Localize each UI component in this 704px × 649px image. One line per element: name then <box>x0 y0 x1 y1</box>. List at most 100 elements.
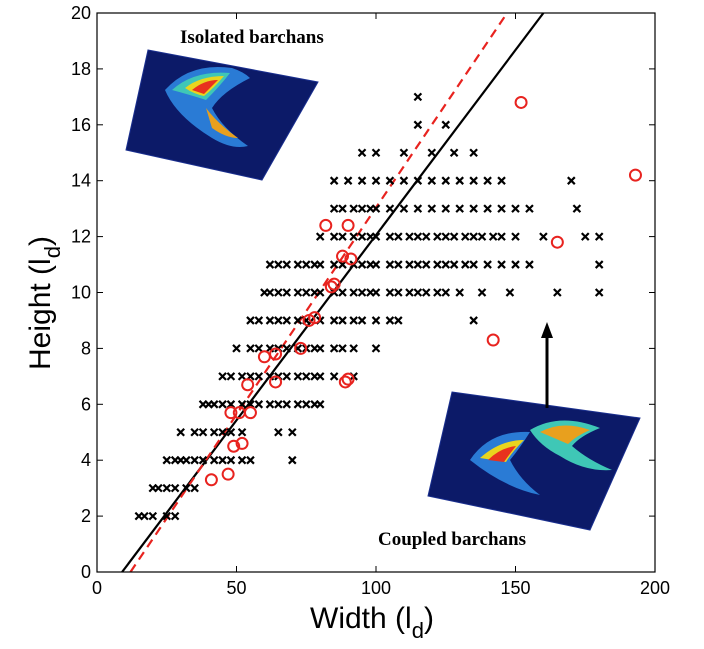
cross-point <box>433 288 442 297</box>
cross-point <box>170 511 180 521</box>
cross-point <box>455 288 464 297</box>
cross-point <box>385 316 395 325</box>
cross-point <box>274 260 283 269</box>
y-tick-label: 10 <box>71 283 91 303</box>
cross-point <box>399 148 409 158</box>
cross-point <box>469 204 478 213</box>
cross-point <box>455 204 464 213</box>
cross-point <box>505 288 515 297</box>
cross-point <box>349 316 358 325</box>
x-axis-label-end: ) <box>424 602 434 635</box>
cross-point <box>449 260 459 269</box>
cross-point <box>488 232 498 241</box>
y-axis-label: Height (ld) <box>24 236 65 370</box>
cross-point <box>511 260 520 269</box>
cross-point <box>399 176 409 185</box>
cross-point <box>329 372 339 381</box>
y-tick-label: 2 <box>81 506 91 526</box>
cross-point <box>371 148 381 158</box>
cross-point <box>349 344 358 353</box>
cross-point <box>274 316 283 325</box>
cross-point <box>293 400 303 409</box>
cross-point <box>218 427 227 437</box>
cross-point <box>427 148 437 158</box>
cross-point <box>315 232 325 241</box>
cross-point <box>449 232 459 241</box>
cross-point <box>282 372 291 381</box>
cross-point <box>343 176 353 185</box>
y-tick-label: 8 <box>81 338 91 358</box>
cross-point <box>254 372 264 381</box>
circle-point <box>628 168 642 182</box>
cross-point <box>315 288 325 297</box>
cross-point <box>170 483 180 493</box>
cross-point <box>385 204 395 213</box>
circle-point <box>338 375 352 389</box>
cross-point <box>580 232 590 241</box>
cross-point <box>357 288 367 297</box>
cross-point <box>427 204 437 213</box>
circle-points <box>204 95 642 487</box>
cross-point <box>301 400 311 409</box>
y-tick-label: 14 <box>71 171 91 191</box>
cross-point <box>209 455 219 465</box>
cross-point <box>329 176 339 185</box>
axis-ticks: 0 50 100 150 200 0 2 4 6 8 10 12 14 16 18 20 <box>71 3 670 598</box>
cross-point <box>140 511 149 521</box>
cross-point <box>594 288 604 297</box>
cross-point <box>198 427 208 437</box>
cross-point <box>301 288 311 297</box>
cross-point <box>226 427 236 437</box>
cross-point <box>594 260 604 269</box>
cross-point <box>282 260 291 269</box>
cross-point <box>371 232 381 241</box>
cross-point <box>421 288 431 297</box>
cross-point <box>441 232 451 241</box>
cross-point <box>357 232 367 241</box>
cross-point <box>461 232 470 241</box>
cross-point <box>301 260 311 269</box>
cross-point <box>315 344 325 353</box>
cross-point <box>357 260 367 269</box>
cross-point <box>427 176 437 185</box>
cross-point <box>567 176 576 185</box>
cross-point <box>413 92 423 102</box>
cross-point <box>274 288 283 297</box>
cross-point <box>371 288 381 297</box>
cross-point <box>338 204 347 213</box>
cross-point <box>371 204 381 213</box>
cross-point <box>441 288 451 297</box>
circle-point <box>550 235 564 249</box>
x-tick-label: 200 <box>640 578 670 598</box>
cross-point <box>469 148 478 158</box>
cross-point <box>246 455 255 465</box>
cross-point <box>469 316 478 325</box>
cross-point <box>237 427 247 437</box>
cross-point <box>477 288 487 297</box>
cross-point <box>394 260 403 269</box>
y-axis-label-sub: d <box>40 246 65 258</box>
cross-point <box>282 344 291 353</box>
cross-point <box>274 400 283 409</box>
cross-point <box>399 204 409 213</box>
y-tick-label: 18 <box>71 59 91 79</box>
cross-point <box>338 344 347 353</box>
cross-point <box>148 511 158 521</box>
x-axis-label-main: Width (l <box>310 602 412 635</box>
cross-point <box>265 400 275 409</box>
isolated-barchan-inset <box>125 49 319 181</box>
annotation-coupled: Coupled barchans <box>378 529 526 550</box>
cross-point <box>293 372 303 381</box>
cross-point <box>329 344 339 353</box>
cross-point <box>246 344 255 353</box>
annotation-isolated: Isolated barchans <box>180 27 324 48</box>
cross-point <box>497 176 506 185</box>
cross-point <box>441 260 451 269</box>
cross-point <box>413 288 423 297</box>
cross-point <box>497 260 506 269</box>
circle-point <box>341 218 355 232</box>
cross-point <box>433 260 442 269</box>
cross-point <box>315 372 325 381</box>
cross-point <box>162 483 172 493</box>
cross-point <box>265 260 275 269</box>
